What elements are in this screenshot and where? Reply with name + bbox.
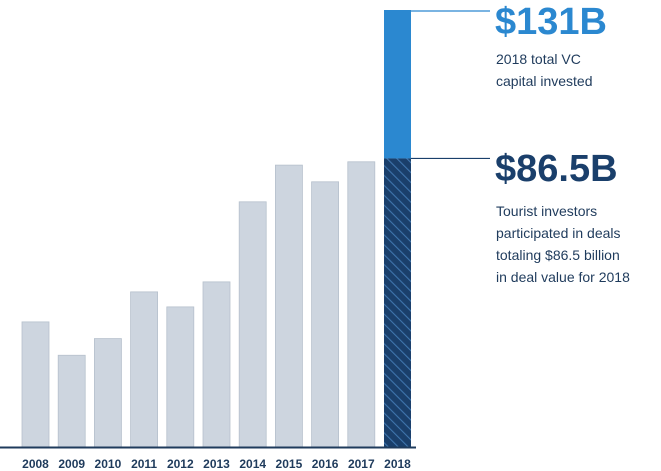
total-line-2: capital invested bbox=[496, 73, 593, 89]
total-line-1: 2018 total VC bbox=[496, 51, 581, 67]
x-tick-2016: 2016 bbox=[312, 457, 339, 471]
annotation-leaders bbox=[411, 10, 490, 160]
x-tick-2010: 2010 bbox=[95, 457, 122, 471]
subset-line-2: participated in deals bbox=[496, 225, 621, 241]
x-tick-2015: 2015 bbox=[276, 457, 303, 471]
subset-value-label: $86.5B bbox=[495, 148, 618, 190]
x-tick-2014: 2014 bbox=[239, 457, 266, 471]
subset-line-3: totaling $86.5 billion bbox=[496, 247, 620, 263]
bar-2014 bbox=[238, 201, 267, 448]
x-tick-2008: 2008 bbox=[22, 457, 49, 471]
bar-2010 bbox=[94, 338, 122, 448]
bar-2015 bbox=[274, 164, 303, 448]
bar-2018-total bbox=[384, 10, 411, 159]
x-tick-2017: 2017 bbox=[348, 457, 375, 471]
x-axis-ticks: 2008 2009 2010 2011 2012 2013 2014 2015 2016 2017… bbox=[22, 457, 411, 471]
bar-2008 bbox=[21, 321, 50, 448]
x-tick-2012: 2012 bbox=[167, 457, 194, 471]
bar-series bbox=[21, 10, 411, 448]
bar-2016 bbox=[311, 181, 340, 448]
subset-line-4: in deal value for 2018 bbox=[496, 269, 630, 285]
subset-line-1: Tourist investors bbox=[496, 203, 598, 219]
bar-2018-subset bbox=[384, 158, 411, 447]
x-tick-2013: 2013 bbox=[203, 457, 230, 471]
bar-2012 bbox=[166, 306, 195, 448]
total-value-label: $131B bbox=[495, 1, 607, 43]
subset-description: Tourist investors participated in deals to… bbox=[496, 200, 630, 288]
bar-2011 bbox=[130, 291, 159, 448]
x-tick-2018: 2018 bbox=[384, 457, 411, 471]
bar-2017 bbox=[347, 161, 376, 448]
bar-2013 bbox=[202, 281, 231, 448]
total-description: 2018 total VC capital invested bbox=[496, 48, 593, 92]
x-tick-2011: 2011 bbox=[131, 457, 157, 471]
bar-2009 bbox=[57, 354, 86, 448]
x-tick-2009: 2009 bbox=[58, 457, 85, 471]
